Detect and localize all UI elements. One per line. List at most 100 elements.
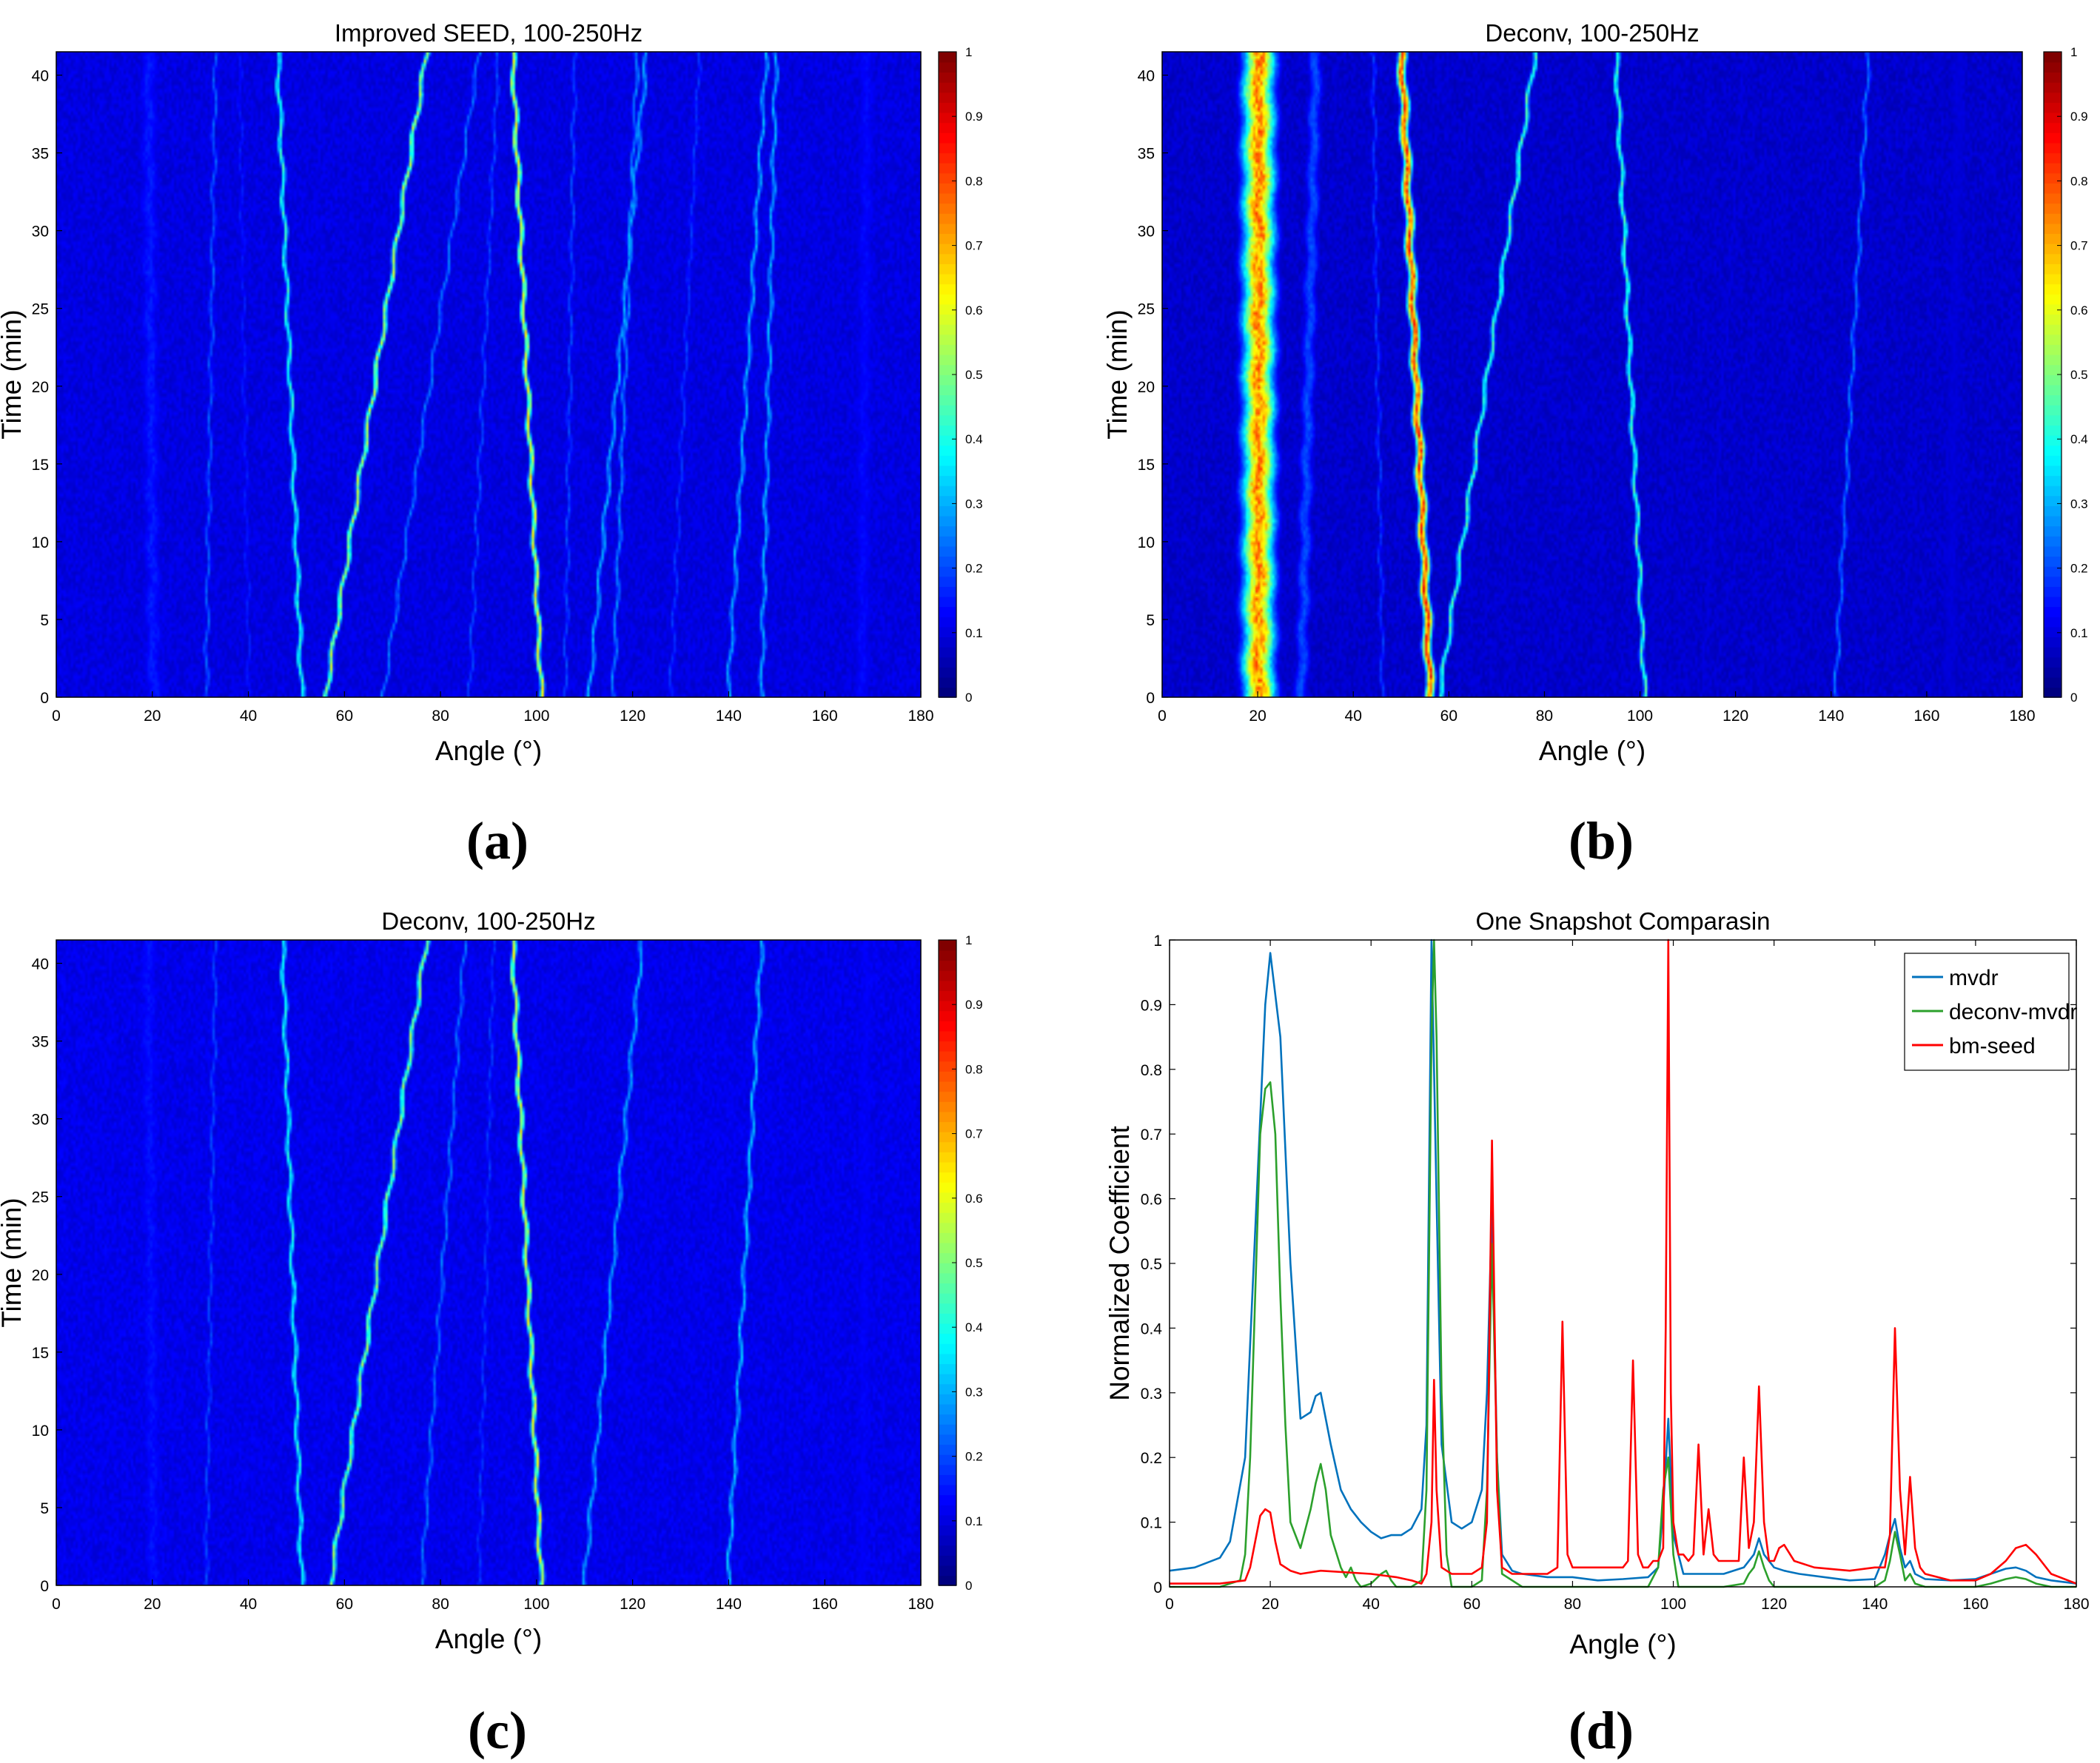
x-tick-label-1: 20 [1261, 1596, 1278, 1613]
colorbar-segment [939, 495, 956, 506]
y-tick-label-7: 35 [32, 146, 49, 163]
colorbar-tick-label-5: 0.5 [965, 1256, 983, 1270]
colorbar-segment [2044, 263, 2062, 275]
colorbar-segment [939, 1283, 956, 1294]
y-tick-label-7: 35 [32, 1034, 49, 1051]
x-tick-label-7: 140 [716, 1596, 742, 1613]
colorbar-segment [939, 152, 956, 164]
colorbar-tick-label-9: 0.9 [965, 998, 983, 1012]
colorbar-segment [939, 990, 956, 1001]
colorbar-segment [939, 445, 956, 456]
colorbar-segment [939, 1242, 956, 1254]
heatmap-panel-2: 0 20 40 60 80 100 120 140 160 1800510152025303540… [0, 907, 983, 1760]
colorbar-segment [2044, 192, 2062, 204]
colorbar-segment [939, 465, 956, 477]
colorbar-segment [939, 1323, 956, 1334]
colorbar-segment [939, 1131, 956, 1143]
y-tick-label-8: 0.8 [1141, 1062, 1162, 1079]
colorbar-segment [2044, 354, 2062, 366]
colorbar-segment [939, 586, 956, 597]
y-tick-label-4: 20 [32, 379, 49, 396]
colorbar-segment [939, 1081, 956, 1092]
colorbar-segment [2044, 102, 2062, 113]
colorbar-segment [939, 1212, 956, 1223]
colorbar-segment [939, 253, 956, 264]
colorbar-segment [2044, 243, 2062, 255]
colorbar-segment [2044, 445, 2062, 456]
colorbar-segment [2044, 61, 2062, 73]
colorbar-segment [939, 394, 956, 406]
colorbar-segment [2044, 404, 2062, 416]
panel-label: (b) [1569, 811, 1634, 870]
colorbar-segment [939, 192, 956, 204]
y-tick-label-6: 30 [32, 224, 49, 241]
colorbar-segment [2044, 364, 2062, 375]
colorbar-segment [2044, 314, 2062, 325]
colorbar-segment [939, 1464, 956, 1475]
colorbar-segment [939, 142, 956, 154]
x-tick-label-4: 80 [432, 1596, 449, 1613]
colorbar-segment [939, 1272, 956, 1284]
x-tick-label-8: 160 [812, 708, 838, 725]
colorbar-segment [939, 676, 956, 688]
colorbar-segment [2044, 465, 2062, 477]
colorbar-segment [939, 263, 956, 275]
colorbar-segment [939, 1424, 956, 1435]
colorbar-segment [939, 213, 956, 224]
colorbar-tick-label-2: 0.2 [965, 562, 983, 576]
colorbar-segment [939, 525, 956, 537]
colorbar-segment [2044, 687, 2062, 698]
colorbar-tick-label-1: 0.1 [965, 1514, 983, 1528]
colorbar-segment [939, 404, 956, 416]
plot-frame [56, 939, 922, 1586]
colorbar-segment [939, 81, 956, 93]
colorbar-segment [2044, 132, 2062, 144]
colorbar-segment [2044, 536, 2062, 547]
colorbar-segment [939, 1313, 956, 1324]
colorbar-segment [939, 294, 956, 305]
colorbar-segment [2044, 506, 2062, 517]
x-tick-label-9: 180 [908, 708, 933, 725]
x-tick-label-3: 60 [1463, 1596, 1480, 1613]
colorbar-segment [939, 626, 956, 638]
colorbar-tick-label-1: 0.1 [2070, 626, 2088, 640]
colorbar-segment [939, 1202, 956, 1213]
colorbar-segment [939, 1172, 956, 1183]
colorbar-segment [939, 102, 956, 113]
colorbar-segment [939, 72, 956, 83]
y-tick-label-4: 20 [32, 1267, 49, 1284]
colorbar-segment [2044, 455, 2062, 466]
y-tick-label-5: 25 [32, 301, 49, 318]
x-tick-label-6: 120 [1722, 708, 1748, 725]
colorbar-segment [2044, 122, 2062, 133]
y-tick-label-0: 0 [1146, 690, 1155, 707]
colorbar-tick-label-0: 0 [2070, 691, 2077, 705]
colorbar-segment [939, 1101, 956, 1112]
x-axis-label: Angle (°) [1569, 1629, 1676, 1659]
colorbar-segment [2044, 52, 2062, 63]
x-tick-label-8: 160 [1962, 1596, 1988, 1613]
y-tick-label-5: 25 [32, 1189, 49, 1206]
colorbar-segment [939, 980, 956, 991]
y-axis-label: Time (min) [1102, 309, 1133, 439]
x-tick-label-5: 100 [1660, 1596, 1686, 1613]
colorbar-segment [939, 112, 956, 124]
colorbar-segment [2044, 576, 2062, 587]
colorbar-segment [939, 1303, 956, 1314]
colorbar-segment [2044, 667, 2062, 678]
y-tick-label-4: 0.4 [1141, 1320, 1163, 1337]
colorbar-segment [939, 1263, 956, 1274]
colorbar-segment [939, 1222, 956, 1233]
colorbar-segment [939, 1141, 956, 1152]
series-line-bm-seed [1170, 938, 2077, 1585]
x-tick-label-4: 80 [1564, 1596, 1581, 1613]
colorbar-tick-label-7: 0.7 [2070, 239, 2088, 253]
x-tick-label-5: 100 [523, 1596, 549, 1613]
colorbar-segment [939, 455, 956, 466]
colorbar-segment [939, 1021, 956, 1032]
y-axis-label: Time (min) [0, 309, 27, 439]
colorbar-segment [939, 1091, 956, 1102]
colorbar-segment [2044, 303, 2062, 315]
colorbar-segment [939, 132, 956, 144]
